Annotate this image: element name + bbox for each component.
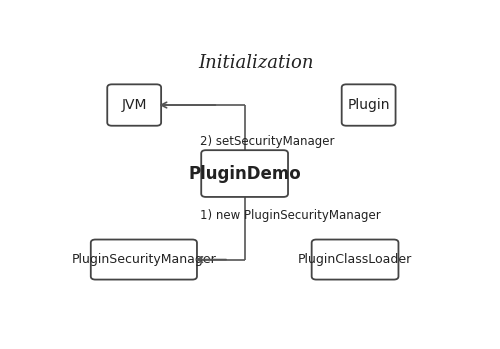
FancyBboxPatch shape [201, 150, 288, 197]
Text: Plugin: Plugin [348, 98, 390, 112]
Text: PluginDemo: PluginDemo [188, 165, 301, 183]
FancyBboxPatch shape [312, 239, 398, 280]
FancyBboxPatch shape [91, 239, 197, 280]
FancyBboxPatch shape [108, 84, 161, 126]
Text: 1) new PluginSecurityManager: 1) new PluginSecurityManager [200, 209, 381, 222]
Text: Initialization: Initialization [198, 54, 314, 72]
Text: PluginClassLoader: PluginClassLoader [298, 253, 412, 266]
Text: JVM: JVM [122, 98, 147, 112]
FancyBboxPatch shape [342, 84, 396, 126]
Text: 2) setSecurityManager: 2) setSecurityManager [200, 135, 334, 148]
Text: PluginSecurityManager: PluginSecurityManager [72, 253, 216, 266]
